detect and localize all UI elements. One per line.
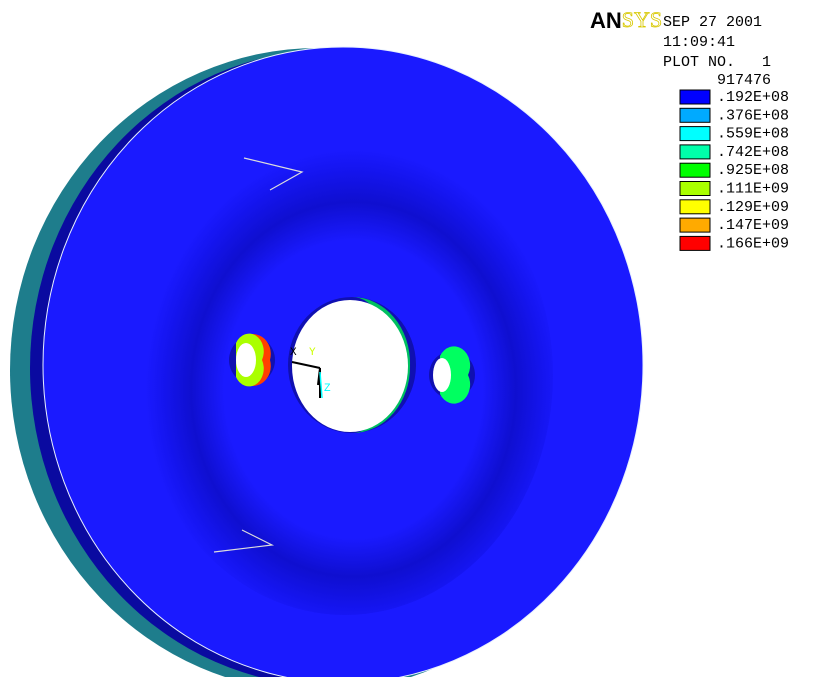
plot-number: PLOT NO. 1: [663, 54, 771, 71]
legend-swatch: [680, 200, 710, 214]
legend-label: .192E+08: [717, 89, 789, 106]
legend-swatch: [680, 108, 710, 122]
legend-label: .129E+09: [717, 199, 789, 216]
logo-light: SYS: [622, 7, 662, 32]
legend-label: .559E+08: [717, 126, 789, 143]
legend-swatch: [680, 90, 710, 104]
legend-label: .376E+08: [717, 107, 789, 124]
legend-swatch: [680, 127, 710, 141]
legend-swatch: [680, 145, 710, 159]
axis-y-label: Y: [309, 347, 316, 359]
legend-min: 917476: [717, 72, 771, 89]
legend-label: .742E+08: [717, 144, 789, 161]
legend-label: .111E+09: [717, 180, 789, 197]
legend-label: .147E+09: [717, 217, 789, 234]
legend-swatch: [680, 182, 710, 196]
disc-model: [10, 47, 643, 677]
logo: ANSYS: [590, 7, 662, 33]
legend-swatch: [680, 236, 710, 250]
axis-z-label: Z: [324, 383, 331, 395]
legend-swatch: [680, 218, 710, 232]
axis-x-label: X: [290, 347, 297, 359]
date: SEP 27 2001: [663, 14, 762, 31]
ansys-plot: ANSYS SEP 27 2001 11:09:41 PLOT NO. 1 91…: [0, 0, 840, 677]
legend-label: .925E+08: [717, 162, 789, 179]
legend-swatch: [680, 163, 710, 177]
logo-bold: AN: [590, 8, 622, 33]
legend-label: .166E+09: [717, 235, 789, 252]
time: 11:09:41: [663, 34, 735, 51]
